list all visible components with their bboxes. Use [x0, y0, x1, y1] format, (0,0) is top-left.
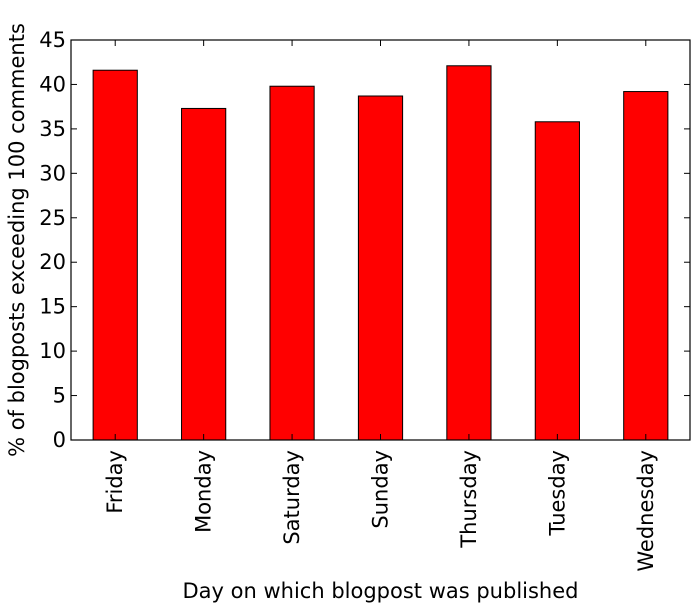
x-tick-label: Saturday	[280, 450, 304, 545]
y-axis-ticks: 0 5 10 15 20 25 30 35 40 45	[39, 28, 690, 452]
x-tick-label: Monday	[192, 450, 216, 533]
x-tick-label: Wednesday	[634, 450, 658, 572]
plot-frame	[70, 39, 691, 441]
y-tick-label: 25	[39, 206, 66, 230]
x-tick-label: Friday	[103, 450, 127, 514]
y-tick-label: 5	[53, 384, 66, 408]
y-axis-label: % of blogposts exceeding 100 comments	[5, 23, 29, 457]
bars-group	[92, 65, 669, 441]
x-tick-label: Thursday	[457, 450, 481, 549]
y-tick-label: 45	[39, 28, 66, 52]
bar-wednesday	[623, 91, 669, 441]
y-tick-label: 15	[39, 295, 66, 319]
bar-friday	[92, 69, 138, 441]
bar-monday	[181, 107, 227, 441]
x-tick-label: Sunday	[369, 450, 393, 529]
x-tick-label: Tuesday	[545, 450, 569, 536]
y-tick-label: 30	[39, 161, 66, 185]
x-axis-ticks: Friday Monday Saturday Sunday Thursday Tuesda…	[103, 40, 658, 572]
bar-sunday	[357, 95, 404, 441]
y-tick-label: 0	[53, 428, 66, 452]
y-tick-label: 20	[39, 250, 66, 274]
y-tick-label: 40	[39, 72, 66, 96]
y-tick-label: 10	[39, 339, 66, 363]
bar-tuesday	[534, 121, 580, 441]
x-axis-label: Day on which blogpost was published	[183, 579, 579, 603]
y-tick-label: 35	[39, 117, 66, 141]
bar-saturday	[269, 85, 315, 441]
bar-thursday	[446, 65, 492, 441]
